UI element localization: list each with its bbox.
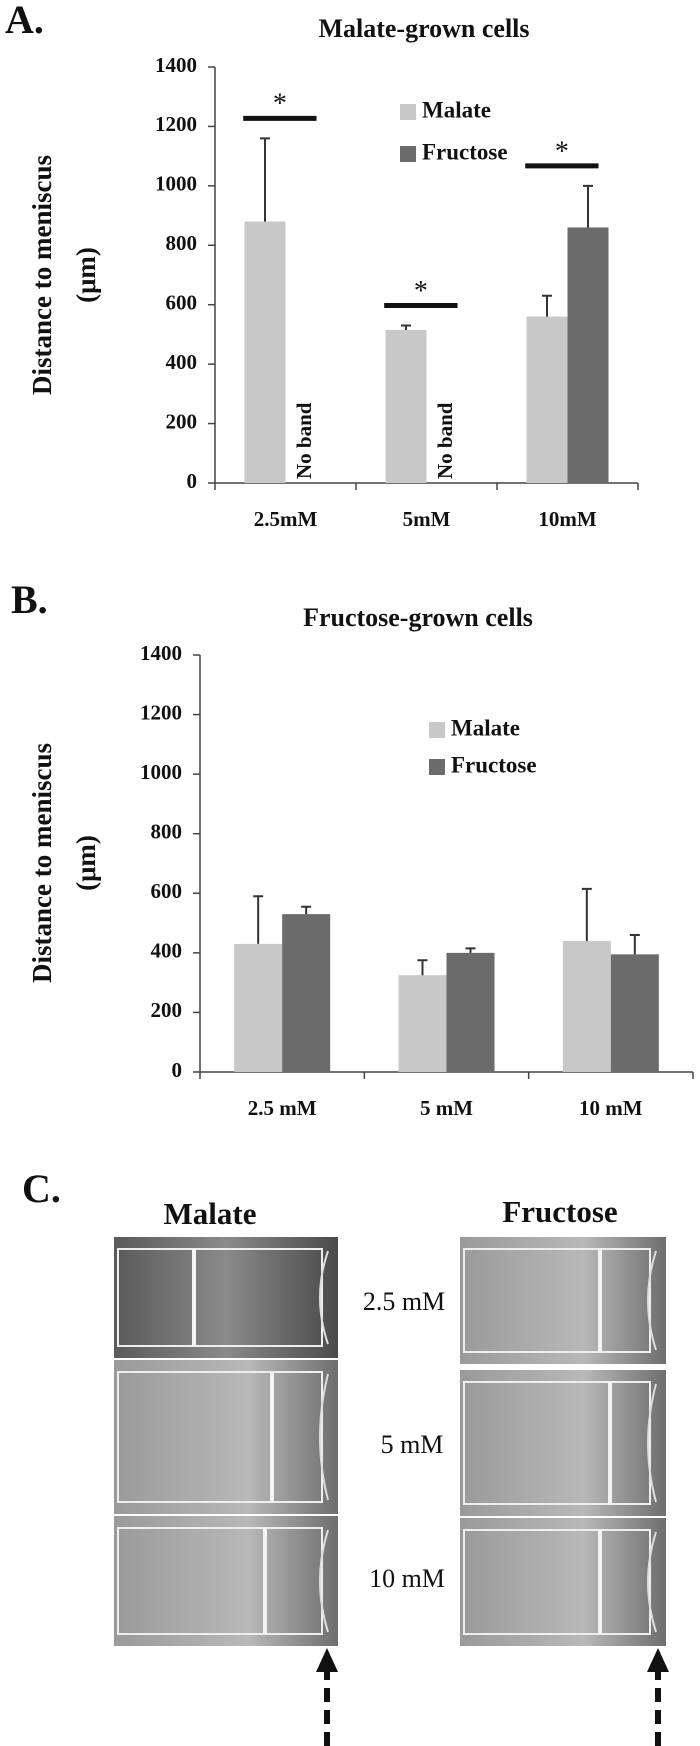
y-tick-label: 1200 bbox=[140, 700, 182, 724]
x-tick-label: 5 mM bbox=[420, 1096, 473, 1120]
photo-panel: C. Malate Fructose 2.5 mM 5 mM 10 mM bbox=[22, 1166, 669, 1746]
y-tick-label: 1200 bbox=[155, 112, 197, 136]
tube-photo bbox=[114, 1516, 338, 1646]
tube-photo bbox=[460, 1237, 666, 1364]
y-tick-label: 600 bbox=[166, 291, 198, 315]
y-tick-label: 1000 bbox=[140, 760, 182, 784]
error-bar bbox=[417, 959, 428, 976]
tube-frame bbox=[117, 1527, 323, 1635]
significance-label: * bbox=[555, 136, 569, 167]
tube-frame bbox=[463, 1529, 651, 1635]
row-label: 10 mM bbox=[369, 1564, 445, 1593]
column-title: Fructose bbox=[502, 1194, 617, 1229]
x-tick-label: 10mM bbox=[538, 507, 596, 531]
error-bar bbox=[401, 324, 411, 330]
tube-photo bbox=[460, 1370, 666, 1516]
error-bar bbox=[465, 947, 476, 953]
tube-photo bbox=[114, 1237, 338, 1358]
y-axis-label: (μm) bbox=[71, 835, 101, 891]
legend-swatch bbox=[400, 104, 416, 120]
bar bbox=[234, 943, 283, 1072]
legend-label: Malate bbox=[451, 715, 520, 740]
meniscus bbox=[647, 1531, 657, 1633]
bar bbox=[562, 940, 611, 1072]
y-tick-label: 800 bbox=[166, 231, 198, 255]
legend-label: Fructose bbox=[422, 139, 508, 164]
x-tick-label: 2.5mM bbox=[254, 507, 318, 531]
y-axis-label: Distance to meniscus bbox=[27, 743, 57, 983]
tube-frame bbox=[463, 1381, 651, 1505]
y-tick-label: 400 bbox=[166, 350, 198, 374]
y-axis-label: Distance to meniscus bbox=[27, 155, 57, 395]
tube-frame bbox=[117, 1371, 323, 1503]
legend-swatch bbox=[429, 722, 445, 738]
y-tick-label: 200 bbox=[151, 998, 183, 1022]
y-tick-label: 600 bbox=[151, 879, 183, 903]
panel-label: B. bbox=[11, 577, 48, 622]
meniscus bbox=[319, 1250, 329, 1345]
error-bar bbox=[581, 887, 592, 941]
y-tick-label: 1400 bbox=[155, 53, 197, 77]
meniscus bbox=[647, 1383, 657, 1503]
x-tick-label: 5mM bbox=[403, 507, 451, 531]
legend-label: Fructose bbox=[451, 752, 537, 777]
tube-frame bbox=[463, 1248, 651, 1353]
y-tick-label: 1400 bbox=[140, 641, 182, 665]
y-tick-label: 0 bbox=[187, 469, 198, 493]
panel-label: A. bbox=[5, 0, 44, 42]
no-band-label: No band bbox=[433, 402, 457, 479]
legend-swatch bbox=[400, 146, 416, 162]
arrow-head bbox=[647, 1648, 669, 1672]
bar bbox=[610, 954, 659, 1072]
bar bbox=[282, 914, 331, 1072]
chart: A. Malate-grown cells Distance to meniscus… bbox=[5, 0, 639, 531]
y-tick-label: 200 bbox=[166, 409, 198, 433]
y-tick-label: 400 bbox=[151, 939, 183, 963]
legend-swatch bbox=[429, 759, 445, 775]
chart-title: Malate-grown cells bbox=[318, 14, 529, 43]
y-tick-label: 1000 bbox=[155, 172, 197, 196]
column-title: Malate bbox=[164, 1196, 257, 1231]
bar bbox=[244, 221, 286, 483]
x-tick-label: 10 mM bbox=[579, 1096, 643, 1120]
chart-title: Fructose-grown cells bbox=[303, 603, 533, 632]
meniscus bbox=[319, 1529, 329, 1633]
row-label: 5 mM bbox=[381, 1430, 444, 1459]
bar bbox=[526, 316, 568, 483]
error-bar bbox=[260, 137, 270, 222]
y-tick-label: 0 bbox=[172, 1058, 183, 1082]
panel-label: C. bbox=[22, 1166, 61, 1211]
x-tick-label: 2.5 mM bbox=[248, 1096, 317, 1120]
error-bar bbox=[583, 184, 593, 228]
y-tick-label: 800 bbox=[151, 820, 183, 844]
bar bbox=[385, 329, 427, 483]
chart: B. Fructose-grown cells Distance to menisc… bbox=[11, 577, 694, 1120]
error-bar bbox=[253, 895, 264, 944]
bar bbox=[446, 952, 495, 1072]
meniscus bbox=[647, 1250, 657, 1351]
tube-frame bbox=[117, 1248, 323, 1347]
bar bbox=[567, 227, 609, 483]
error-bar bbox=[301, 905, 312, 915]
error-bar bbox=[629, 933, 640, 955]
y-axis-label: (μm) bbox=[71, 247, 101, 303]
bar bbox=[398, 975, 447, 1072]
meniscus bbox=[319, 1373, 329, 1501]
no-band-label: No band bbox=[292, 402, 316, 479]
row-label: 2.5 mM bbox=[363, 1287, 445, 1316]
arrow-head bbox=[316, 1648, 338, 1672]
error-bar bbox=[542, 294, 552, 317]
significance-label: * bbox=[414, 276, 428, 307]
tube-photo bbox=[114, 1360, 338, 1514]
tube-photo bbox=[460, 1518, 666, 1646]
legend-label: Malate bbox=[422, 97, 491, 122]
significance-label: * bbox=[273, 89, 287, 120]
